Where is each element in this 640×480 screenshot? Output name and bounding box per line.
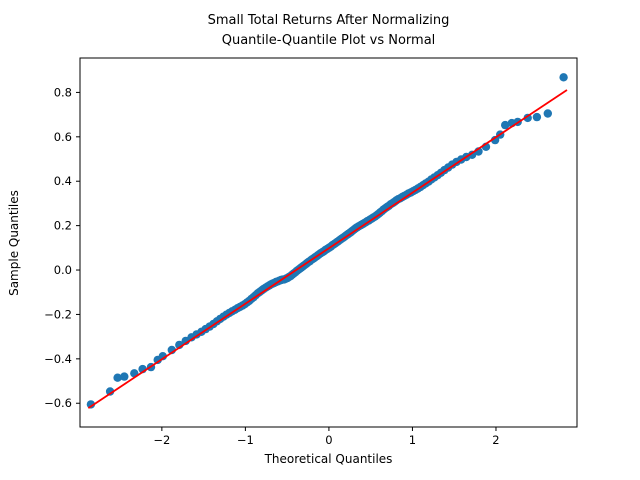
y-tick-label: 0.4 bbox=[54, 174, 72, 188]
scatter-point bbox=[559, 73, 568, 82]
y-tick-label: 0.2 bbox=[54, 219, 72, 233]
x-tick-label: 1 bbox=[409, 433, 416, 447]
scatter-point bbox=[523, 113, 532, 123]
y-tick-label: 0.6 bbox=[54, 130, 72, 144]
y-tick-label: −0.6 bbox=[44, 396, 72, 410]
y-tick-label: 0.8 bbox=[54, 85, 72, 99]
scatter-point bbox=[105, 387, 115, 396]
scatter-point bbox=[113, 373, 122, 382]
scatter-point bbox=[501, 120, 510, 130]
x-tick-label: −1 bbox=[237, 433, 254, 447]
reference-line bbox=[87, 89, 568, 409]
y-tick-label: −0.4 bbox=[44, 352, 72, 366]
x-tick-label: 0 bbox=[325, 433, 332, 447]
scatter-point bbox=[490, 135, 500, 145]
x-tick-label: −2 bbox=[153, 433, 170, 447]
chart-title-line-1: Small Total Returns After Normalizing bbox=[207, 13, 450, 28]
y-axis-label: Sample Quantiles bbox=[7, 190, 21, 296]
scatter-point bbox=[86, 400, 96, 409]
scatter-point bbox=[543, 109, 552, 118]
axes-frame bbox=[79, 57, 578, 428]
scatter-point bbox=[532, 112, 542, 122]
x-axis-label: Theoretical Quantiles bbox=[264, 452, 393, 466]
chart-title-line-2: Quantile-Quantile Plot vs Normal bbox=[221, 33, 436, 48]
y-tick-label: −0.2 bbox=[44, 307, 72, 321]
y-tick-label: 0.0 bbox=[54, 263, 72, 277]
x-tick-label: 2 bbox=[492, 433, 499, 447]
scatter-point bbox=[120, 372, 129, 381]
